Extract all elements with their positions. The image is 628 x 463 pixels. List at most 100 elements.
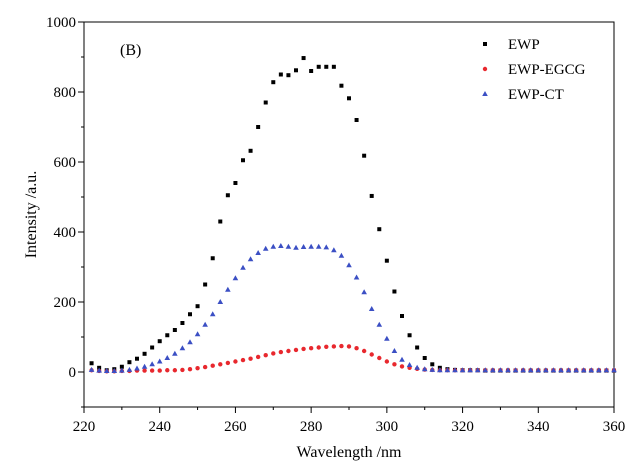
data-point (270, 243, 277, 249)
data-point (96, 367, 102, 373)
data-point (353, 274, 360, 280)
data-point (543, 367, 549, 373)
data-point (323, 244, 330, 250)
x-tick-label: 340 (527, 419, 550, 435)
data-point (354, 346, 359, 351)
data-point (210, 363, 215, 368)
data-point (376, 321, 383, 327)
data-point (271, 80, 276, 85)
data-point (149, 368, 155, 373)
data-point (271, 351, 276, 356)
data-point (430, 362, 435, 367)
data-point (339, 83, 344, 88)
data-point (218, 362, 223, 367)
data-point (588, 367, 595, 373)
data-point (195, 304, 200, 309)
data-point (195, 365, 200, 371)
plot-border (83, 21, 615, 408)
x-tick-label: 360 (603, 419, 626, 435)
data-point (422, 356, 427, 360)
data-point (558, 367, 564, 373)
data-point (324, 64, 329, 69)
data-point (611, 367, 617, 373)
data-point (187, 367, 193, 372)
data-point (285, 243, 292, 249)
data-point (300, 244, 307, 250)
data-point (301, 56, 306, 61)
data-point (88, 366, 95, 372)
data-point (262, 245, 269, 251)
data-point (240, 264, 246, 270)
data-point (142, 368, 147, 373)
data-point (89, 361, 94, 366)
data-point (429, 366, 436, 372)
legend-label: EWP-EGCG (508, 62, 586, 78)
data-point (278, 243, 284, 248)
data-point (240, 357, 246, 363)
y-tick-label: 200 (54, 295, 77, 311)
data-point (415, 345, 420, 350)
y-tick-label: 400 (54, 225, 77, 241)
data-point (202, 364, 208, 370)
data-point (361, 348, 367, 354)
data-point (187, 339, 193, 345)
axis-ticks (78, 21, 615, 413)
x-tick-label: 260 (224, 419, 247, 435)
data-point (217, 299, 224, 304)
data-point (286, 73, 291, 78)
y-tick-label: 800 (54, 85, 77, 101)
data-point (490, 367, 496, 373)
data-point (361, 289, 367, 295)
data-point (149, 361, 155, 367)
data-point (119, 364, 124, 369)
y-tick-label: 600 (54, 155, 77, 171)
panel-label: (B) (120, 42, 141, 59)
data-point (580, 367, 587, 373)
data-point (111, 367, 118, 373)
x-tick-label: 280 (300, 419, 323, 435)
data-point (437, 367, 443, 373)
data-point (505, 367, 511, 373)
data-point (316, 64, 321, 69)
legend-item-ewp-ct: EWP-CT (482, 87, 564, 103)
data-point (157, 339, 162, 344)
axis-tick-labels: 220 240 260 280 300 320 340 360 0 200 400 600 800 100… (46, 15, 625, 435)
data-point (377, 355, 382, 361)
data-point (255, 354, 261, 360)
legend-label: EWP (508, 37, 540, 53)
data-point (565, 367, 572, 373)
data-point (474, 367, 481, 373)
data-point (150, 345, 155, 350)
data-point (180, 321, 185, 325)
data-point (293, 244, 299, 250)
data-point (573, 367, 579, 373)
data-point (308, 346, 314, 351)
data-point (331, 344, 337, 349)
x-tick-label: 320 (451, 419, 474, 435)
data-point (384, 335, 390, 341)
data-point (421, 366, 428, 372)
data-point (459, 367, 466, 373)
data-point (278, 349, 284, 355)
data-point (165, 333, 170, 338)
y-axis-title: Intensity /a.u. (23, 171, 40, 259)
data-point (331, 64, 336, 69)
data-point (141, 363, 148, 369)
data-point (527, 367, 534, 373)
series-layer (88, 56, 617, 374)
legend-marker (482, 66, 488, 72)
data-point (127, 360, 132, 365)
data-point (316, 345, 321, 350)
data-point (142, 351, 147, 356)
data-point (384, 258, 389, 263)
data-point (339, 343, 344, 349)
legend-marker (482, 91, 488, 96)
series-ewp (89, 56, 616, 373)
data-point (377, 227, 382, 232)
data-point (233, 181, 238, 185)
data-point (210, 256, 215, 261)
data-point (399, 356, 405, 362)
data-point (103, 367, 110, 373)
data-point (315, 243, 322, 249)
